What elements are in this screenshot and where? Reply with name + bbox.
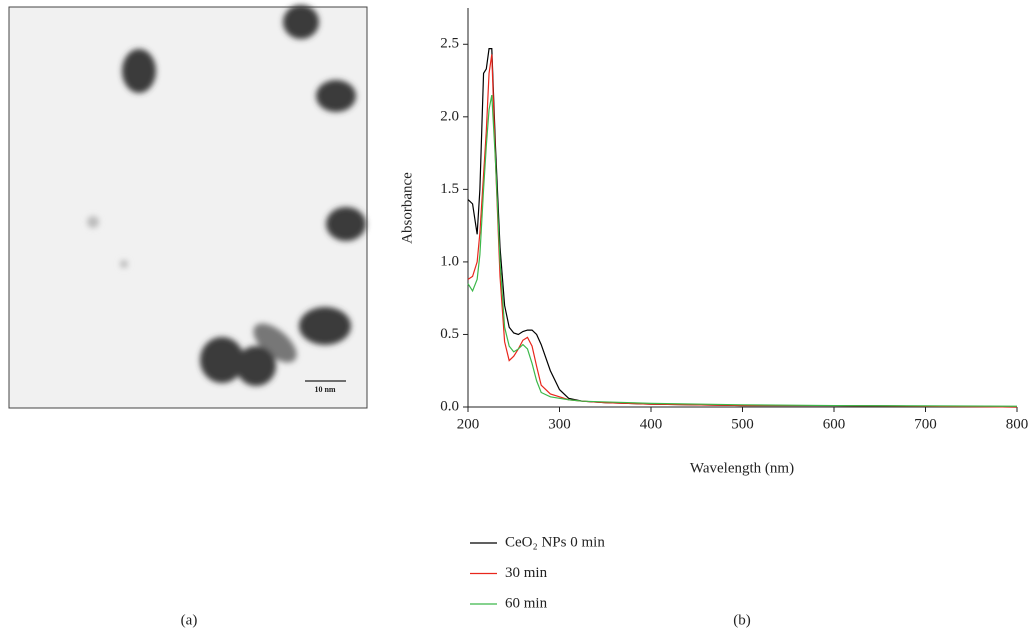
legend-label: CeO₂ NPs 0 min <box>505 534 605 550</box>
y-tick-label: 0.0 <box>440 398 459 414</box>
x-tick-label: 600 <box>823 416 846 432</box>
y-tick-label: 2.5 <box>440 36 459 52</box>
series-line <box>467 54 1018 408</box>
y-tick-label: 0.5 <box>440 326 459 342</box>
x-tick-label: 800 <box>1006 416 1029 432</box>
x-tick-label: 500 <box>731 416 754 432</box>
y-axis-title: Absorbance <box>399 172 415 244</box>
x-axis-title: Wavelength (nm) <box>690 460 794 476</box>
series-line <box>467 48 1018 408</box>
legend-label: 30 min <box>505 565 548 581</box>
x-tick-label: 300 <box>548 416 571 432</box>
x-tick-label: 700 <box>914 416 937 432</box>
tem-image: 10 nm <box>8 5 368 409</box>
panel-label: (a) <box>181 612 198 628</box>
legend-label: 60 min <box>505 595 548 611</box>
x-tick-label: 400 <box>640 416 663 432</box>
y-tick-label: 2.0 <box>440 108 459 124</box>
series-line <box>467 94 1018 407</box>
panel-label: (b) <box>733 612 751 628</box>
x-tick-label: 200 <box>457 416 480 432</box>
y-tick-label: 1.0 <box>440 253 459 269</box>
scale-bar-label: 10 nm <box>314 385 335 394</box>
y-tick-label: 1.5 <box>440 181 459 197</box>
